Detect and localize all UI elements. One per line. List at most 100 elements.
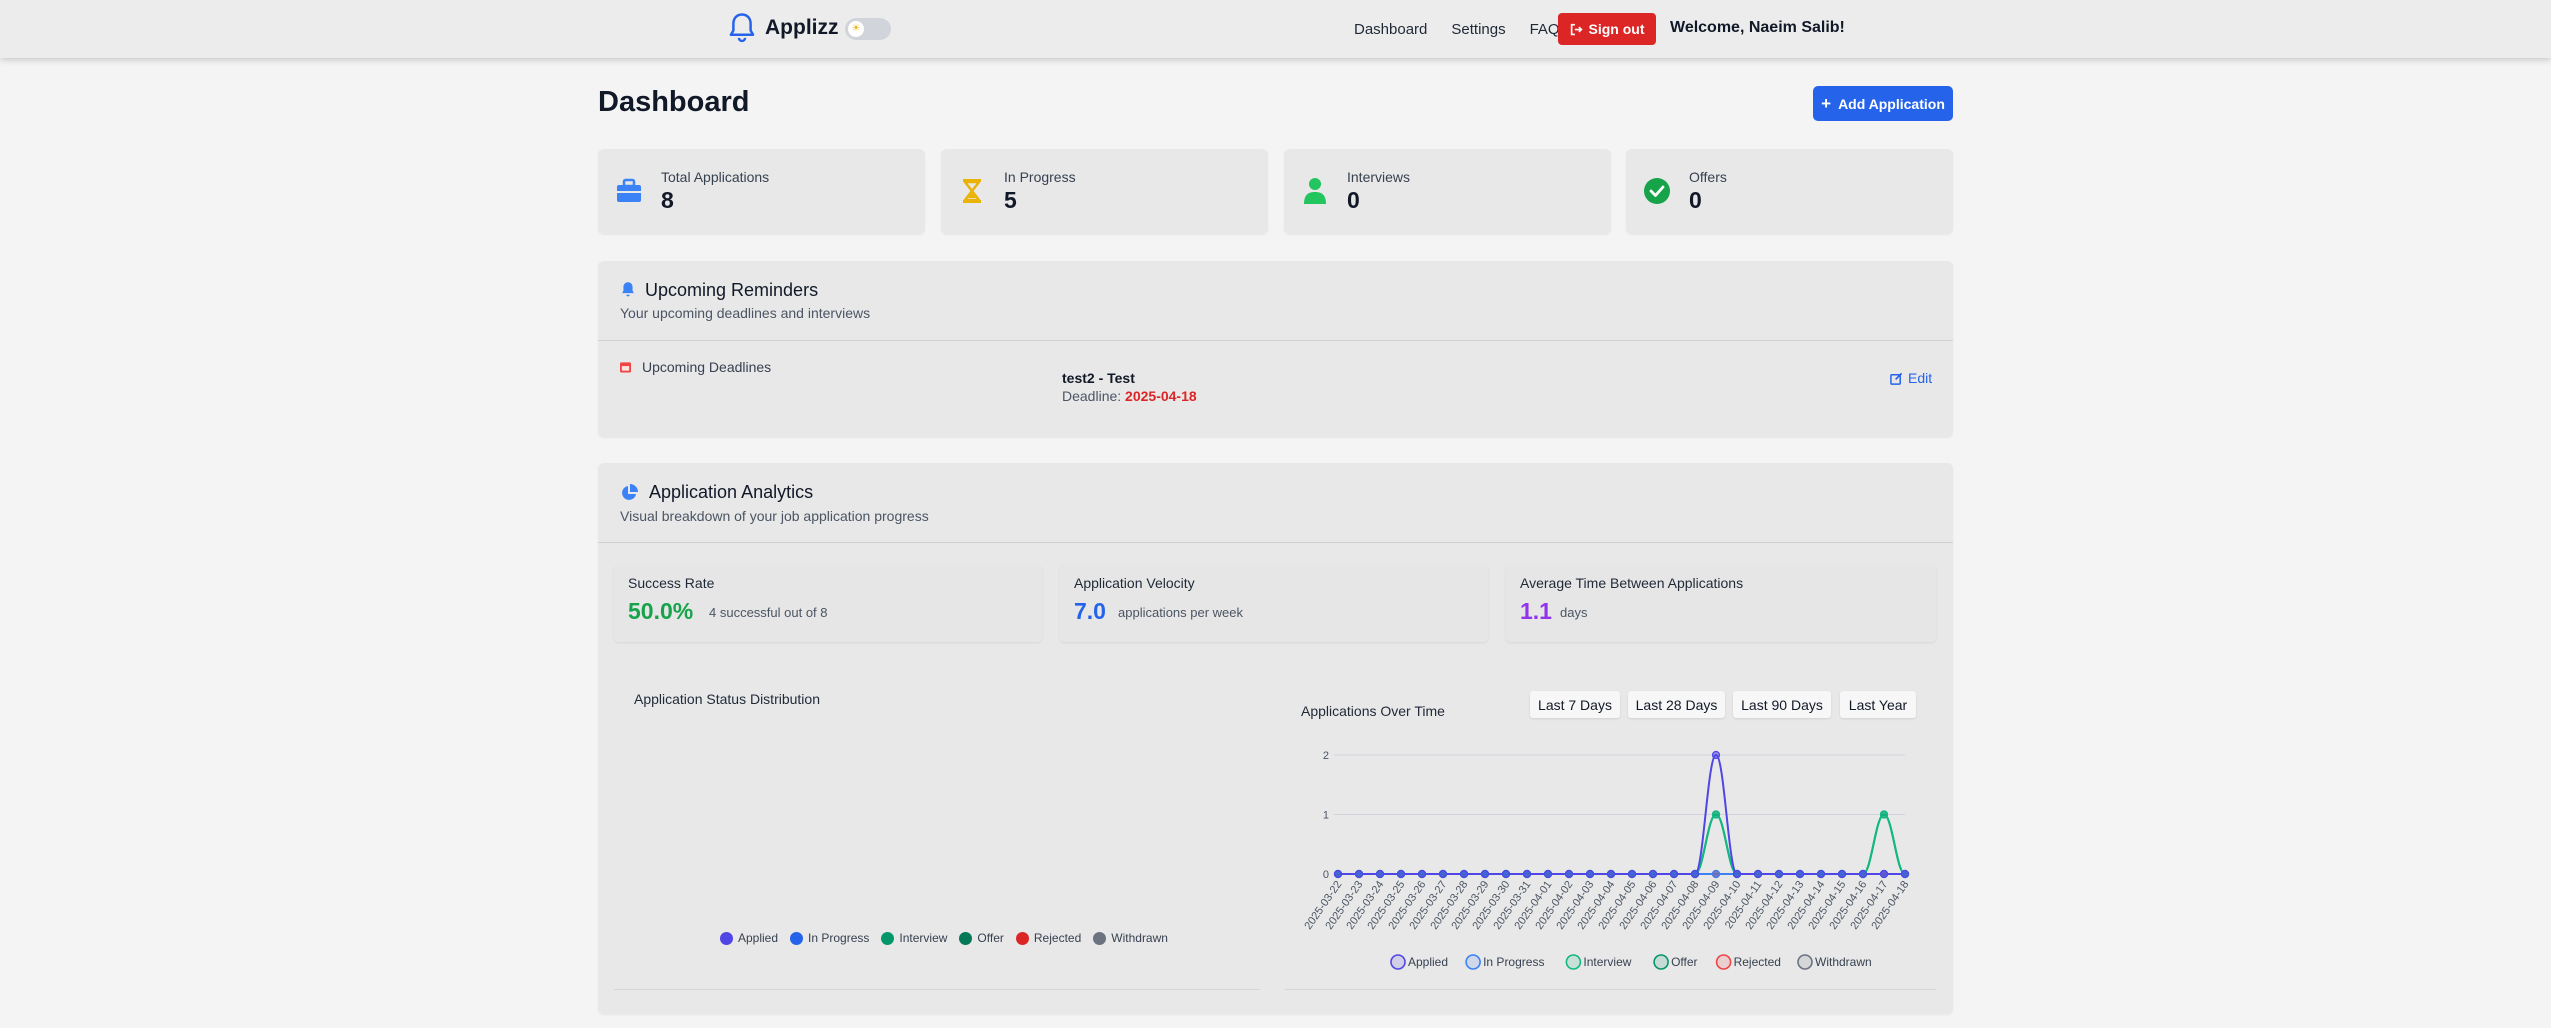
legend-swatch [1015, 931, 1029, 945]
theme-toggle[interactable]: ☀ [845, 18, 891, 40]
stat-label: Total Applications [661, 169, 770, 185]
data-point [1585, 869, 1595, 879]
data-point [1459, 869, 1469, 879]
series-line-interview [1338, 813, 1906, 875]
data-point [1669, 869, 1679, 879]
metric-label: Success Rate [628, 575, 715, 591]
analytics-panel: Application Analytics Visual breakdown o… [598, 463, 1953, 1014]
stat-card-interviews: Interviews 0 [1284, 149, 1611, 234]
legend-item-offer[interactable]: Offer [959, 931, 1004, 945]
stat-card-total: Total Applications 8 [598, 149, 925, 234]
legend-label: Applied [1408, 955, 1448, 969]
distribution-title: Application Status Distribution [634, 691, 820, 707]
data-point [1606, 869, 1616, 879]
distribution-legend: Applied In Progress Interview Offer Reje… [720, 931, 1168, 945]
metric-note: 4 successful out of 8 [709, 605, 828, 620]
legend-label: Interview [1583, 955, 1631, 969]
briefcase-icon [617, 178, 641, 202]
data-point [1375, 869, 1385, 879]
range-last-28-days[interactable]: Last 28 Days [1628, 691, 1725, 718]
data-point [1333, 869, 1343, 879]
range-last-7-days[interactable]: Last 7 Days [1530, 691, 1620, 718]
data-point [1690, 869, 1700, 879]
legend-item-applied[interactable]: Applied [720, 931, 778, 945]
app-name: Applizz [765, 16, 839, 39]
data-point [1774, 869, 1784, 879]
data-point [1522, 869, 1532, 879]
legend-label: Offer [977, 931, 1004, 945]
data-point [1711, 750, 1721, 760]
legend-label: Rejected [1033, 931, 1082, 945]
y-tick-label: 2 [1323, 750, 1329, 762]
user-icon [1304, 178, 1326, 204]
analytics-title: Application Analytics [649, 482, 814, 502]
applications-over-time-chart: Applications Over Time [1285, 672, 1936, 990]
sign-out-button[interactable]: Sign out [1558, 13, 1656, 45]
legend-item-interview[interactable]: Interview [881, 931, 947, 945]
time-chart-plot: 0122025-03-222025-03-232025-03-242025-03… [1302, 750, 1911, 970]
data-point [1627, 869, 1637, 879]
top-navbar: Applizz ☀ Dashboard Settings FAQ Sign ou… [0, 0, 2551, 58]
stat-card-in-progress: In Progress 5 [941, 149, 1268, 234]
legend-swatch [1653, 954, 1669, 970]
edit-label: Edit [1908, 370, 1933, 386]
edit-icon [1890, 372, 1903, 385]
legend-swatch [790, 931, 804, 945]
deadline-item-title: test2 - Test [1062, 370, 1135, 386]
legend-label: Rejected [1734, 955, 1781, 969]
stat-value: 5 [1004, 187, 1017, 213]
metric-value: 7.0 [1074, 598, 1106, 624]
metric-card-velocity: Application Velocity 7.0 applications pe… [1060, 565, 1488, 642]
nav-faq[interactable]: FAQ [1529, 20, 1560, 38]
sun-icon: ☀ [848, 21, 864, 37]
data-point [1816, 869, 1826, 879]
legend-swatch [1797, 954, 1813, 970]
data-point [1879, 869, 1889, 879]
range-last-year[interactable]: Last Year [1840, 691, 1916, 718]
legend-swatch [720, 931, 733, 945]
page-title: Dashboard [598, 86, 750, 118]
legend-item-in-progress[interactable]: In Progress [790, 931, 869, 945]
brand[interactable]: Applizz [727, 11, 839, 45]
divider [598, 340, 1953, 341]
data-point [1711, 810, 1721, 819]
metric-value: 50.0% [628, 598, 694, 624]
nav-settings[interactable]: Settings [1451, 20, 1506, 38]
legend-swatch [959, 931, 973, 945]
reminders-title: Upcoming Reminders [645, 280, 819, 300]
data-point [1795, 869, 1805, 879]
series-line-offer [1338, 813, 1906, 875]
data-point [1501, 869, 1511, 879]
hourglass-icon [963, 179, 981, 203]
metric-label: Application Velocity [1074, 575, 1195, 591]
stat-label: Interviews [1347, 169, 1411, 185]
data-point [1837, 869, 1847, 879]
metric-card-success-rate: Success Rate 50.0% 4 successful out of 8 [614, 565, 1042, 642]
range-last-90-days[interactable]: Last 90 Days [1733, 691, 1831, 718]
stat-label: In Progress [1004, 169, 1076, 185]
legend-swatch [1390, 954, 1406, 970]
legend-swatch [1465, 954, 1481, 970]
data-point [1480, 869, 1490, 879]
legend-item-withdrawn[interactable]: Withdrawn [1093, 931, 1168, 945]
nav-dashboard[interactable]: Dashboard [1354, 20, 1428, 38]
calendar-icon [620, 362, 631, 373]
legend-label: Withdrawn [1111, 931, 1168, 945]
analytics-subtitle: Visual breakdown of your job application… [620, 508, 929, 524]
legend-label: In Progress [808, 931, 870, 945]
stat-value: 8 [661, 187, 674, 213]
legend-label: Offer [1671, 955, 1697, 969]
data-point [1879, 810, 1889, 819]
deadline-line: Deadline: 2025-04-18 [1062, 388, 1197, 404]
data-point [1732, 869, 1742, 879]
legend-label: Interview [899, 931, 948, 945]
stat-value: 0 [1347, 187, 1360, 213]
status-distribution-chart: Application Status Distribution Applied … [614, 672, 1260, 990]
reminders-subtitle: Your upcoming deadlines and interviews [620, 305, 871, 321]
edit-reminder-link[interactable]: Edit [1890, 370, 1932, 386]
add-application-button[interactable]: + Add Application [1813, 86, 1953, 121]
welcome-message: Welcome, Naeim Salib! [1670, 19, 1845, 36]
check-circle-icon [1644, 178, 1670, 204]
legend-label: Applied [738, 931, 779, 945]
legend-item-rejected[interactable]: Rejected [1015, 931, 1082, 945]
